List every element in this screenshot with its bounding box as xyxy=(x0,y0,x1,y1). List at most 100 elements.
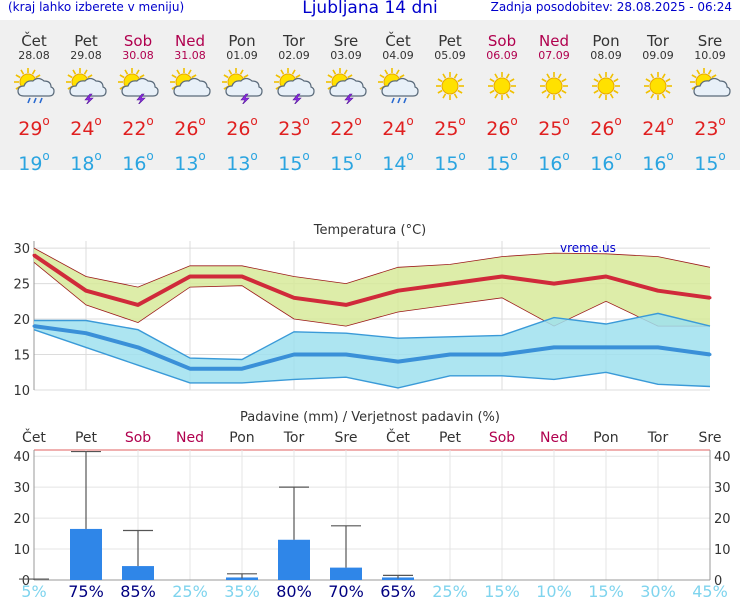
precip-bar xyxy=(226,577,258,580)
sun-cloud-thunder-icon xyxy=(66,68,107,104)
day-name: Pon xyxy=(592,32,620,50)
last-update: Zadnja posodobitev: 28.08.2025 - 06:24 xyxy=(490,0,732,14)
precip-probability: 10% xyxy=(536,582,572,600)
sun-icon xyxy=(540,72,568,100)
day-column: Sre 03.09 22o 15o xyxy=(320,33,372,175)
precip-y-tick-right: 10 xyxy=(714,543,731,558)
precip-x-label: Sre xyxy=(699,430,722,446)
precip-y-tick-right: 20 xyxy=(714,512,731,527)
max-temp-point xyxy=(240,274,244,278)
min-temp-point xyxy=(656,345,660,349)
temp-y-tick: 25 xyxy=(13,278,30,293)
max-temp-point xyxy=(604,274,608,278)
day-date: 31.08 xyxy=(174,49,206,62)
max-temp-point xyxy=(708,296,712,300)
location-hint[interactable]: (kraj lahko izberete v meniju) xyxy=(8,0,185,14)
min-temp-point xyxy=(604,345,608,349)
day-name: Pon xyxy=(228,32,256,50)
temp-y-tick: 15 xyxy=(13,349,30,364)
precip-y-tick-left: 40 xyxy=(13,450,30,465)
precip-x-label: Sob xyxy=(489,430,515,446)
page-title: Ljubljana 14 dni xyxy=(302,0,438,18)
min-temp-point xyxy=(292,353,296,357)
max-temp-point xyxy=(396,289,400,293)
max-temp-point xyxy=(84,289,88,293)
max-temp: 23o xyxy=(694,114,726,140)
day-name: Sob xyxy=(123,32,153,50)
day-date: 09.09 xyxy=(642,49,674,62)
precip-x-label: Pet xyxy=(75,430,98,446)
day-date: 01.09 xyxy=(226,49,258,62)
precip-bar xyxy=(70,528,102,580)
min-temp: 15o xyxy=(694,149,726,175)
sun-icon xyxy=(644,72,672,100)
precip-y-tick-left: 10 xyxy=(13,543,30,558)
max-temp: 26o xyxy=(486,114,518,140)
precip-bar xyxy=(122,566,154,580)
max-temp-band xyxy=(34,248,710,327)
precip-probability: 30% xyxy=(640,582,676,600)
precip-bar xyxy=(330,567,362,580)
day-name: Pet xyxy=(438,32,462,50)
min-temp-point xyxy=(344,353,348,357)
min-temp: 15o xyxy=(278,149,310,175)
precip-x-label: Pon xyxy=(593,430,618,446)
max-temp: 25o xyxy=(538,114,570,140)
max-temp: 25o xyxy=(434,114,466,140)
temp-y-tick: 10 xyxy=(13,384,30,399)
max-temp: 29o xyxy=(18,114,50,140)
day-column: Pet 05.09 25o 15o xyxy=(424,33,476,175)
min-temp-point xyxy=(136,345,140,349)
precip-y-tick-right: 30 xyxy=(714,481,731,496)
min-temp-point xyxy=(708,353,712,357)
day-name: Sob xyxy=(487,32,517,50)
precip-probability: 25% xyxy=(432,582,468,600)
day-column: Sob 06.09 26o 15o xyxy=(476,33,528,175)
min-temp: 16o xyxy=(642,149,674,175)
precip-x-label: Pon xyxy=(229,430,254,446)
day-name: Čet xyxy=(385,32,411,50)
sun-cloud-thunder-icon xyxy=(326,68,367,104)
day-date: 07.09 xyxy=(538,49,570,62)
sun-icon xyxy=(488,72,516,100)
day-date: 05.09 xyxy=(434,49,466,62)
day-date: 29.08 xyxy=(70,49,102,62)
precip-y-tick-left: 20 xyxy=(13,512,30,527)
min-temp-point xyxy=(84,331,88,335)
precip-x-label: Ned xyxy=(540,430,568,446)
precip-bar xyxy=(278,539,310,580)
day-name: Ned xyxy=(175,32,205,50)
min-temp-point xyxy=(32,324,36,328)
day-name: Pet xyxy=(74,32,98,50)
precip-probability: 25% xyxy=(172,582,208,600)
max-temp-point xyxy=(344,303,348,307)
min-temp: 16o xyxy=(122,149,154,175)
day-date: 04.09 xyxy=(382,49,414,62)
precip-x-label: Sre xyxy=(335,430,358,446)
sun-cloud-icon xyxy=(170,68,211,97)
max-temp: 22o xyxy=(122,114,154,140)
day-name: Sre xyxy=(333,32,359,50)
precip-chart-title: Padavine (mm) / Verjetnost padavin (%) xyxy=(240,410,500,425)
min-temp: 15o xyxy=(486,149,518,175)
day-date: 30.08 xyxy=(122,49,154,62)
day-column: Čet 04.09 24o 14o xyxy=(372,33,424,175)
max-temp-line xyxy=(32,253,711,307)
min-temp-point xyxy=(188,367,192,371)
max-temp: 22o xyxy=(330,114,362,140)
sun-cloud-rain-icon xyxy=(14,68,55,104)
max-temp-point xyxy=(448,282,452,286)
min-temp: 13o xyxy=(174,149,206,175)
band-upper-edge xyxy=(33,247,711,288)
day-column: Pon 01.09 26o 13o xyxy=(216,33,268,175)
precip-x-label: Čet xyxy=(22,428,46,446)
day-column: Sob 30.08 22o 16o xyxy=(112,33,164,175)
min-temp: 14o xyxy=(382,149,414,175)
max-temp-point xyxy=(500,274,504,278)
precip-probability: 15% xyxy=(484,582,520,600)
band-upper-edge xyxy=(34,312,711,361)
sun-cloud-thunder-icon xyxy=(274,68,315,104)
day-column: Sre 10.09 23o 15o xyxy=(684,33,736,175)
precip-probability: 5% xyxy=(21,582,46,600)
min-temp-point xyxy=(448,353,452,357)
